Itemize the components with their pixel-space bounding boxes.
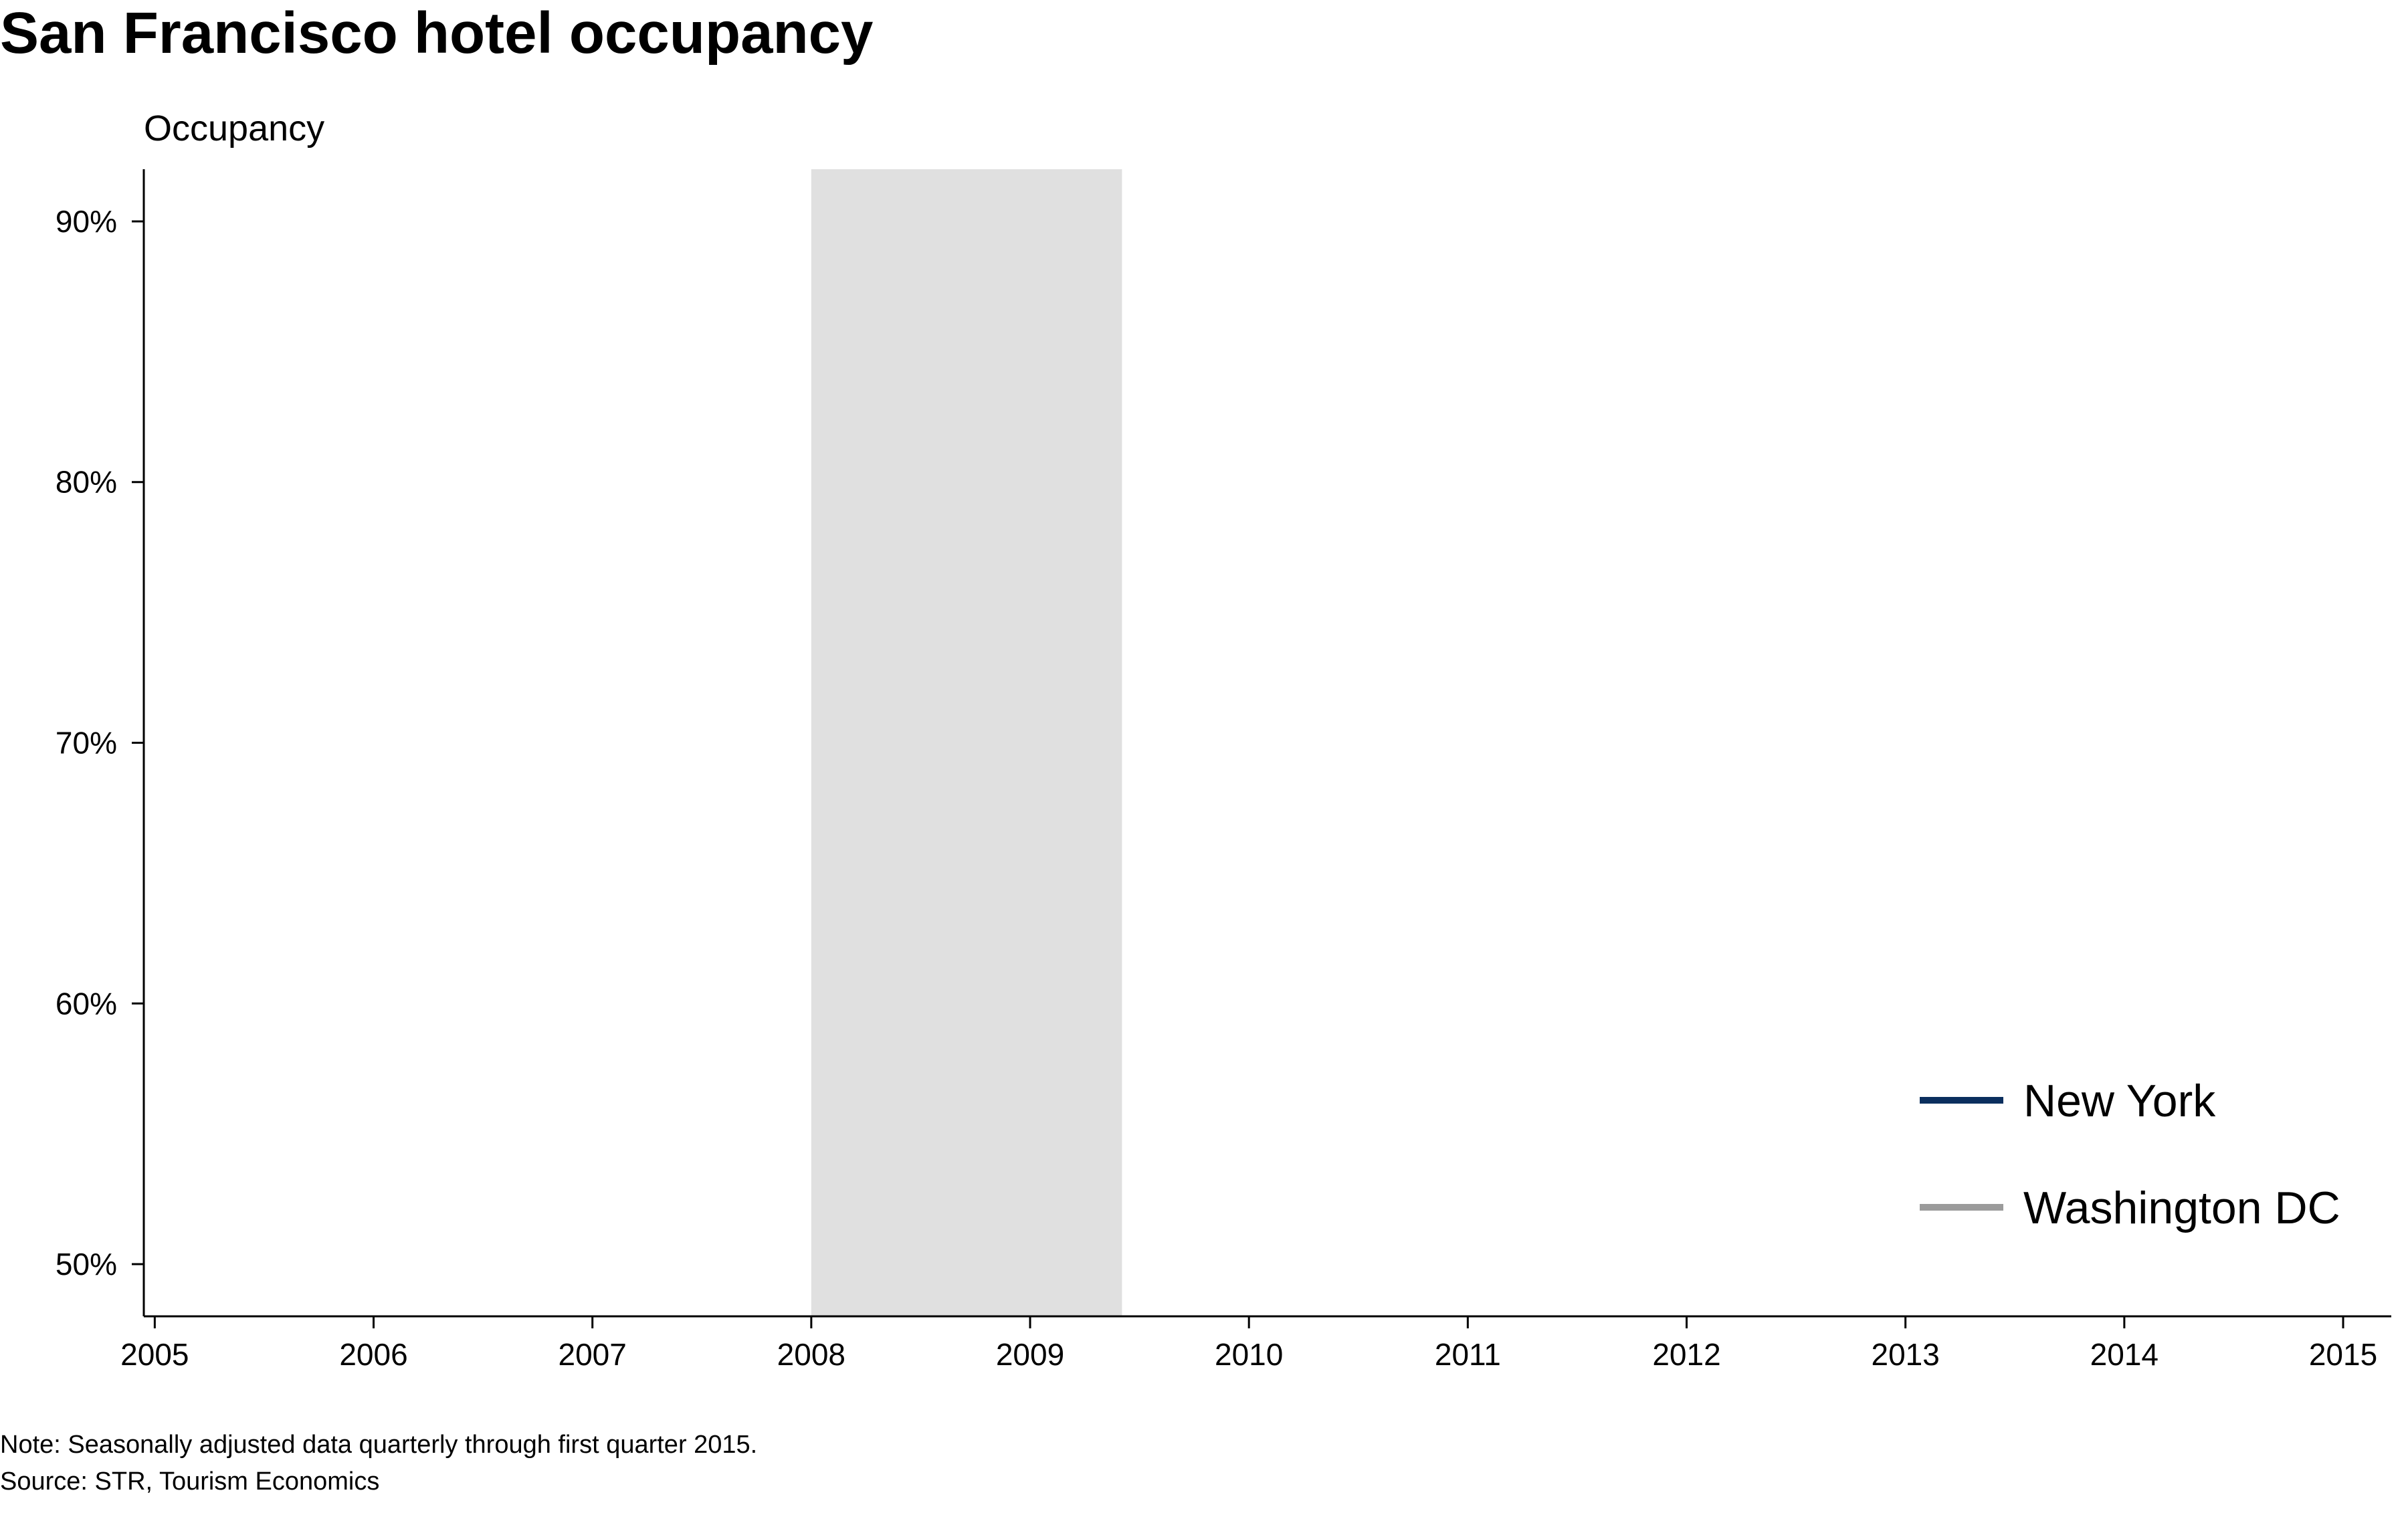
legend-label: New York xyxy=(2023,1076,2216,1126)
chart-source: Source: STR, Tourism Economics xyxy=(0,1467,380,1496)
chart-note: Note: Seasonally adjusted data quarterly… xyxy=(0,1431,758,1459)
x-tick-label: 2008 xyxy=(777,1337,845,1372)
legend-label: Washington DC xyxy=(2023,1183,2340,1233)
x-tick-label: 2007 xyxy=(559,1337,627,1372)
y-tick-label: 60% xyxy=(56,986,117,1021)
x-tick-label: 2011 xyxy=(1435,1337,1501,1372)
legend: New York Washington DC xyxy=(1920,1076,2340,1233)
x-tick-label: 2012 xyxy=(1652,1337,1720,1372)
y-tick-label: 80% xyxy=(56,465,117,500)
y-tick-label: 90% xyxy=(56,204,117,239)
y-axis-label: Occupancy xyxy=(144,108,325,148)
chart-title: San Francisco hotel occupancy xyxy=(0,1,874,66)
y-axis-ticks: 50% 60% 70% 80% 90% xyxy=(56,204,144,1282)
x-tick-label: 2010 xyxy=(1215,1337,1283,1372)
y-tick-label: 50% xyxy=(56,1247,117,1282)
x-tick-label: 2006 xyxy=(339,1337,407,1372)
x-tick-label: 2005 xyxy=(120,1337,189,1372)
x-tick-label: 2015 xyxy=(2309,1337,2377,1372)
x-tick-label: 2013 xyxy=(1872,1337,1940,1372)
recession-shaded-band xyxy=(811,169,1122,1316)
x-axis-ticks: 2005 2006 2007 2008 2009 2010 2011 2012 2013 2014… xyxy=(120,1316,2377,1372)
x-tick-label: 2014 xyxy=(2090,1337,2159,1372)
y-tick-label: 70% xyxy=(56,726,117,760)
x-tick-label: 2009 xyxy=(996,1337,1064,1372)
